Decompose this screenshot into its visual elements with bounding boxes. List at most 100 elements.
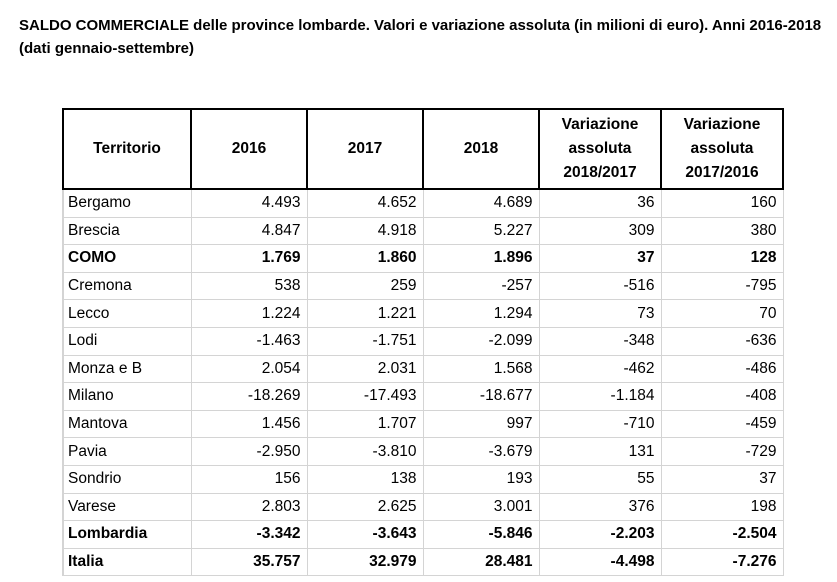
value-cell: 2.803 (190, 492, 308, 522)
value-cell: 259 (306, 271, 424, 301)
value-cell: -4.498 (538, 547, 662, 577)
value-cell: -348 (538, 326, 662, 356)
value-cell: 138 (306, 464, 424, 494)
value-cell: -486 (660, 354, 784, 384)
value-cell: 3.001 (422, 492, 540, 522)
value-cell: 1.221 (306, 299, 424, 328)
value-cell: 2.625 (306, 492, 424, 522)
value-cell: 1.568 (422, 354, 540, 384)
table-row: Cremona 538 259 -257 -516 -795 (62, 271, 784, 301)
territory-cell: Cremona (62, 271, 192, 301)
value-cell: 160 (660, 188, 784, 218)
value-cell: -3.810 (306, 437, 424, 466)
value-cell: 1.456 (190, 409, 308, 439)
table-row: Mantova 1.456 1.707 997 -710 -459 (62, 409, 784, 439)
value-cell: 380 (660, 216, 784, 246)
table-row: Lecco 1.224 1.221 1.294 73 70 (62, 299, 784, 328)
value-cell: -462 (538, 354, 662, 384)
territory-cell: Lodi (62, 326, 192, 356)
territory-cell: COMO (62, 244, 192, 273)
value-cell: 4.493 (190, 188, 308, 218)
value-cell: 73 (538, 299, 662, 328)
value-cell: 1.224 (190, 299, 308, 328)
table-title: SALDO COMMERCIALE delle province lombard… (19, 17, 822, 57)
value-cell: -1.184 (538, 382, 662, 411)
value-cell: -2.504 (660, 520, 784, 549)
value-cell: -18.269 (190, 382, 308, 411)
header-2017: 2017 (306, 108, 424, 190)
table-row: COMO 1.769 1.860 1.896 37 128 (62, 244, 784, 273)
value-cell: 1.896 (422, 244, 540, 273)
value-cell: 4.918 (306, 216, 424, 246)
territory-cell: Milano (62, 382, 192, 411)
value-cell: 128 (660, 244, 784, 273)
value-cell: 36 (538, 188, 662, 218)
territory-cell: Pavia (62, 437, 192, 466)
value-cell: 1.860 (306, 244, 424, 273)
value-cell: -516 (538, 271, 662, 301)
value-cell: -3.679 (422, 437, 540, 466)
value-cell: 28.481 (422, 547, 540, 577)
territory-cell: Monza e B (62, 354, 192, 384)
header-variazione-2018-2017: Variazione assoluta 2018/2017 (538, 108, 662, 190)
value-cell: -5.846 (422, 520, 540, 549)
value-cell: -3.643 (306, 520, 424, 549)
value-cell: 538 (190, 271, 308, 301)
value-cell: 37 (538, 244, 662, 273)
value-cell: -2.950 (190, 437, 308, 466)
header-row: Territorio 2016 2017 2018 Variazione asso… (62, 108, 784, 190)
value-cell: 35.757 (190, 547, 308, 577)
table-row: Lodi -1.463 -1.751 -2.099 -348 -636 (62, 326, 784, 356)
value-cell: -636 (660, 326, 784, 356)
value-cell: -729 (660, 437, 784, 466)
header-variazione-2017-2016: Variazione assoluta 2017/2016 (660, 108, 784, 190)
value-cell: 32.979 (306, 547, 424, 577)
territory-cell: Brescia (62, 216, 192, 246)
territory-cell: Varese (62, 492, 192, 522)
value-cell: 376 (538, 492, 662, 522)
table-row: Lombardia -3.342 -3.643 -5.846 -2.203 -2.504 (62, 520, 784, 549)
territory-cell: Bergamo (62, 188, 192, 218)
header-territorio: Territorio (62, 108, 192, 190)
header-2016: 2016 (190, 108, 308, 190)
value-cell: 156 (190, 464, 308, 494)
value-cell: 55 (538, 464, 662, 494)
value-cell: 1.294 (422, 299, 540, 328)
value-cell: 198 (660, 492, 784, 522)
value-cell: -2.203 (538, 520, 662, 549)
value-cell: 193 (422, 464, 540, 494)
value-cell: 4.847 (190, 216, 308, 246)
territory-cell: Italia (62, 547, 192, 577)
value-cell: 2.054 (190, 354, 308, 384)
value-cell: 5.227 (422, 216, 540, 246)
value-cell: -795 (660, 271, 784, 301)
value-cell: -3.342 (190, 520, 308, 549)
table-row: Italia 35.757 32.979 28.481 -4.498 -7.276 (62, 547, 784, 577)
value-cell: 4.689 (422, 188, 540, 218)
value-cell: 2.031 (306, 354, 424, 384)
value-cell: -1.751 (306, 326, 424, 356)
table-row: Brescia 4.847 4.918 5.227 309 380 (62, 216, 784, 246)
value-cell: 37 (660, 464, 784, 494)
value-cell: -17.493 (306, 382, 424, 411)
value-cell: -1.463 (190, 326, 308, 356)
header-2018: 2018 (422, 108, 540, 190)
value-cell: 70 (660, 299, 784, 328)
table-row: Milano -18.269 -17.493 -18.677 -1.184 -408 (62, 382, 784, 411)
value-cell: 131 (538, 437, 662, 466)
table-row: Sondrio 156 138 193 55 37 (62, 464, 784, 494)
value-cell: -18.677 (422, 382, 540, 411)
value-cell: -459 (660, 409, 784, 439)
territory-cell: Lombardia (62, 520, 192, 549)
value-cell: 1.769 (190, 244, 308, 273)
territory-cell: Sondrio (62, 464, 192, 494)
table-row: Bergamo 4.493 4.652 4.689 36 160 (62, 188, 784, 218)
territory-cell: Lecco (62, 299, 192, 328)
table-row: Pavia -2.950 -3.810 -3.679 131 -729 (62, 437, 784, 466)
table-row: Varese 2.803 2.625 3.001 376 198 (62, 492, 784, 522)
value-cell: 1.707 (306, 409, 424, 439)
value-cell: 309 (538, 216, 662, 246)
table-row: Monza e B 2.054 2.031 1.568 -462 -486 (62, 354, 784, 384)
value-cell: 997 (422, 409, 540, 439)
value-cell: -408 (660, 382, 784, 411)
